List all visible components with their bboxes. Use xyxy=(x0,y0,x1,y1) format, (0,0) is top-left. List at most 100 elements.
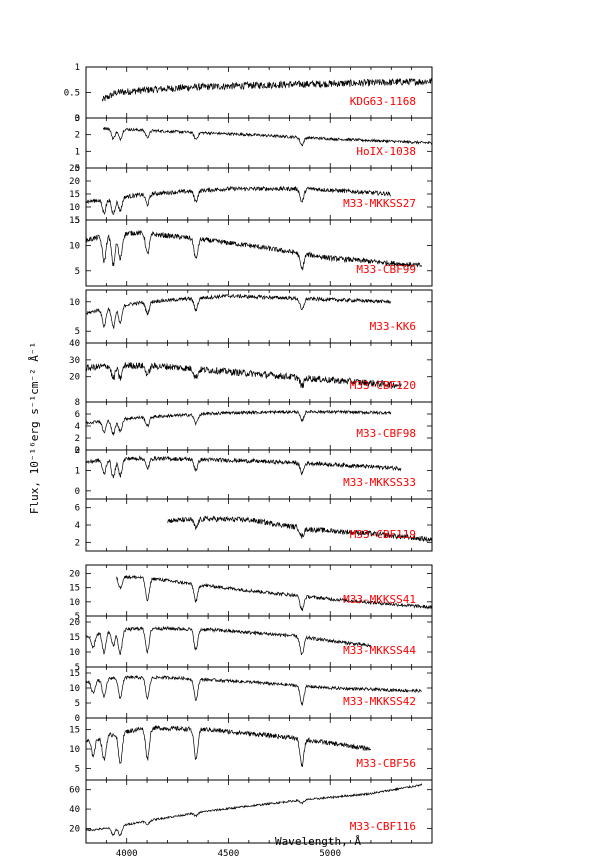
y-tick-label: 10 xyxy=(69,648,80,658)
spectrum-panel: 0 5 10 15 M33-MKKSS42 xyxy=(69,666,433,724)
object-label: M33-CBF119 xyxy=(350,528,416,541)
spectrum-panel: 0 0.5 1 KDG63-1168 xyxy=(64,63,433,124)
spectrum-panel: 0 1 2 M33-MKKSS33 xyxy=(75,446,433,500)
y-tick-label: 20 xyxy=(69,373,80,383)
spectrum-line xyxy=(85,625,372,655)
object-label: M33-MKKSS27 xyxy=(343,197,416,210)
x-tick-label: 4500 xyxy=(218,849,240,858)
spectrum-line xyxy=(85,362,402,389)
x-tick-label: 5000 xyxy=(319,849,341,858)
y-tick-label: 0 xyxy=(75,114,80,124)
panel-frame xyxy=(85,289,433,344)
object-label: HoIX-1038 xyxy=(356,145,416,158)
y-tick-label: 15 xyxy=(69,669,80,679)
object-label: M33-MKKSS44 xyxy=(343,644,416,657)
spectrum-line xyxy=(167,515,432,542)
spectrum-line xyxy=(85,409,392,436)
y-tick-label: 10 xyxy=(69,203,80,213)
y-tick-label: 5 xyxy=(75,216,80,226)
panel-frame xyxy=(85,779,433,844)
object-label: M33-CBF99 xyxy=(356,263,416,276)
spectrum-line xyxy=(85,185,392,216)
y-tick-label: 15 xyxy=(69,216,80,226)
y-tick-label: 0 xyxy=(75,714,80,724)
spectrum-line xyxy=(85,293,392,330)
spectrum-panel: 20 30 40 M33-CBF120 xyxy=(69,339,433,403)
spectrum-line xyxy=(116,574,433,612)
panel-frame xyxy=(85,717,433,781)
y-tick-label: 4 xyxy=(75,521,80,531)
y-axis-label: Flux, 10⁻¹⁶erg s⁻¹cm⁻² Å⁻¹ xyxy=(28,342,41,514)
spectrum-line xyxy=(101,77,433,102)
y-tick-label: 20 xyxy=(69,824,80,834)
y-tick-label: 25 xyxy=(69,164,80,174)
object-label: M33-MKKSS42 xyxy=(343,695,416,708)
spectrum-panel: 5 10 15 20 25 M33-MKKSS27 xyxy=(69,164,433,226)
panel-frame xyxy=(85,666,433,719)
object-label: M33-MKKSS41 xyxy=(343,593,416,606)
spectrum-line xyxy=(85,455,402,479)
y-tick-label: 30 xyxy=(69,356,80,366)
spectrum-panel: 5 10 15 20 M33-MKKSS41 xyxy=(69,564,433,622)
panel-frame xyxy=(85,498,433,552)
y-tick-label: 5 xyxy=(75,663,80,673)
x-axis-label: Wavelength, Å xyxy=(275,835,361,848)
object-label: M33-MKKSS33 xyxy=(343,476,416,489)
spectrum-panel: 0 1 2 3 HoIX-1038 xyxy=(75,114,433,174)
y-tick-label: 10 xyxy=(69,684,80,694)
spectrum-panel: 5 10 15 M33-CBF99 xyxy=(69,216,433,287)
panel-frame xyxy=(85,401,433,451)
panel-frame xyxy=(85,219,433,287)
y-tick-label: 0 xyxy=(75,446,80,456)
y-tick-label: 2 xyxy=(75,538,80,548)
spectrum-panel: 5 10 15 20 M33-MKKSS44 xyxy=(69,615,433,673)
y-tick-label: 5 xyxy=(75,327,80,337)
y-tick-label: 6 xyxy=(75,504,80,514)
y-tick-label: 1 xyxy=(75,147,80,157)
y-tick-label: 0 xyxy=(75,164,80,174)
y-tick-label: 4 xyxy=(75,422,80,432)
spectrum-line xyxy=(86,674,423,707)
spectrum-panel: 2 4 6 M33-CBF119 xyxy=(75,498,433,552)
y-tick-label: 2 xyxy=(75,131,80,141)
spectrum-panel: 5 10 M33-KK6 xyxy=(69,289,433,344)
y-tick-label: 1 xyxy=(75,63,80,73)
panel-groups: 00.51KDG63-11680123HoIX-1038510152025M33… xyxy=(64,63,433,858)
y-tick-label: 5 xyxy=(75,612,80,622)
y-tick-label: 60 xyxy=(69,786,80,796)
y-tick-label: 5 xyxy=(75,699,80,709)
y-tick-label: 10 xyxy=(69,598,80,608)
spectrum-line xyxy=(85,783,423,837)
spectrum-panel: 5 10 15 M33-CBF56 xyxy=(69,717,433,781)
y-tick-label: 0.5 xyxy=(64,89,80,99)
y-tick-label: 10 xyxy=(69,298,80,308)
y-tick-label: 15 xyxy=(69,726,80,736)
panel-frame xyxy=(85,117,433,169)
object-label: M33-CBF116 xyxy=(350,820,416,833)
y-tick-label: 6 xyxy=(75,410,80,420)
object-label: M33-CBF120 xyxy=(350,379,416,392)
spectrum-line xyxy=(85,230,423,271)
panel-frame xyxy=(85,564,433,617)
spectrum-line xyxy=(85,725,372,767)
y-tick-label: 15 xyxy=(69,584,80,594)
spectrum-line xyxy=(102,126,432,147)
y-tick-label: 40 xyxy=(69,339,80,349)
object-label: KDG63-1168 xyxy=(350,95,416,108)
y-tick-label: 20 xyxy=(69,618,80,628)
y-tick-label: 15 xyxy=(69,190,80,200)
x-tick-label: 4000 xyxy=(116,849,138,858)
y-tick-label: 5 xyxy=(75,267,80,277)
y-tick-label: 0 xyxy=(75,487,80,497)
y-tick-label: 40 xyxy=(69,805,80,815)
y-tick-label: 15 xyxy=(69,633,80,643)
panel-frame xyxy=(85,66,433,119)
y-tick-label: 10 xyxy=(69,241,80,251)
panel-group: 510M33-KK6203040M33-CBF12002468M33-CBF98… xyxy=(69,289,433,552)
panel-frame xyxy=(85,449,433,500)
y-tick-label: 8 xyxy=(75,398,80,408)
y-tick-label: 1 xyxy=(75,466,80,476)
object-label: M33-CBF98 xyxy=(356,427,416,440)
